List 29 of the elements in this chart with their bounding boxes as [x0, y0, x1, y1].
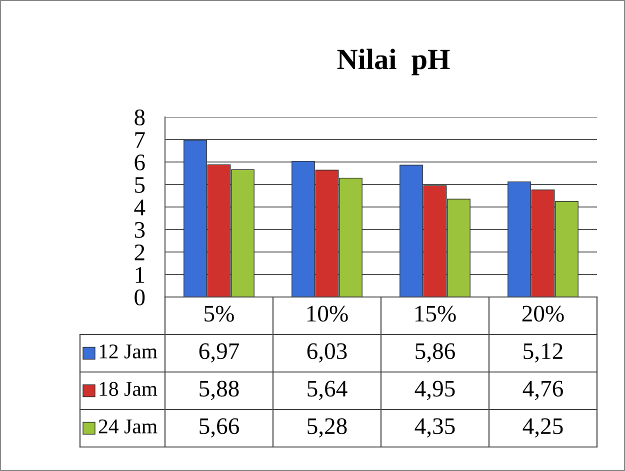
data-label: 4,95: [414, 380, 455, 400]
x-tick-label: 20%: [522, 306, 564, 322]
y-tick-label: 2: [134, 244, 144, 260]
y-tick-label: 7: [135, 132, 145, 148]
data-label: 5,66: [200, 418, 239, 438]
y-tick-label: 0: [134, 289, 145, 306]
y-tick-label: 1: [136, 267, 144, 283]
x-tick-label: 5%: [204, 306, 234, 322]
data-label: 4,25: [522, 418, 563, 438]
y-tick-label: 5: [135, 177, 145, 193]
y-tick-label: 6: [134, 154, 145, 170]
y-tick-label: 3: [134, 222, 145, 238]
x-tick-label: 10%: [307, 306, 348, 322]
data-label: 5,28: [308, 418, 347, 438]
data-label: 4,76: [522, 380, 563, 400]
legend-label: 12 Jam: [100, 344, 158, 358]
legend-label: 24 Jam: [98, 419, 158, 434]
data-label: 4,35: [414, 418, 455, 438]
data-label: 5,88: [200, 380, 239, 400]
data-label: 6,97: [199, 343, 239, 363]
chart-title: Nilai pH: [337, 48, 450, 76]
y-tick-label: 8: [134, 109, 145, 126]
data-label: 5,64: [308, 380, 348, 400]
legend-label: 18 Jam: [100, 382, 158, 396]
x-tick-label: 15%: [415, 306, 456, 322]
data-label: 5,86: [416, 343, 455, 363]
data-label: 5,12: [524, 343, 562, 363]
y-tick-label: 4: [134, 200, 146, 216]
data-label: 6,03: [307, 343, 347, 363]
